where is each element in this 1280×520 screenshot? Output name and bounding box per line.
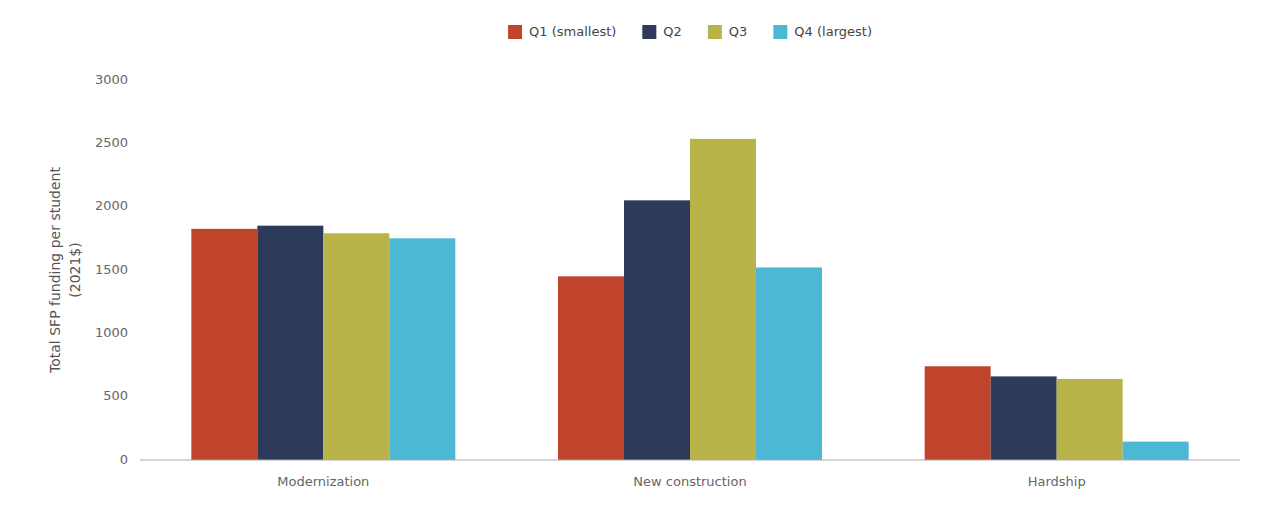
bar-series <box>257 200 1056 460</box>
bar-series <box>389 238 1188 460</box>
bar <box>323 233 389 460</box>
legend-item: Q3 <box>708 24 748 40</box>
legend-item: Q2 <box>642 24 682 40</box>
legend-label: Q1 (smallest) <box>529 24 616 39</box>
bar <box>558 276 624 460</box>
bar <box>1057 379 1123 460</box>
bar <box>690 139 756 460</box>
x-tick-label: Modernization <box>277 474 369 489</box>
legend-item: Q4 (largest) <box>773 24 872 40</box>
y-tick-label: 1000 <box>95 325 128 340</box>
bar <box>991 376 1057 460</box>
y-axis-label: Total SFP funding per student(2021$) <box>47 167 83 374</box>
legend-label: Q2 <box>663 24 682 39</box>
bar <box>191 229 257 460</box>
legend-label: Q4 (largest) <box>794 24 872 39</box>
y-axis: 0 500 1000 1500 2000 2500 3000 <box>95 72 128 467</box>
chart-container: 0 500 1000 1500 2000 2500 3000 Total SFP fundin… <box>0 0 1280 520</box>
y-axis-label-line: Total SFP funding per student <box>47 167 63 374</box>
y-axis-label-line: (2021$) <box>67 242 83 297</box>
y-tick-label: 3000 <box>95 72 128 87</box>
legend-swatch <box>642 25 656 39</box>
legend-swatch <box>708 25 722 39</box>
bar <box>257 226 323 460</box>
legend: Q1 (smallest) Q2 Q3 Q4 (largest) <box>508 24 872 40</box>
x-tick-label: Hardship <box>1028 474 1086 489</box>
y-tick-label: 2500 <box>95 135 128 150</box>
bar <box>1123 442 1189 460</box>
x-tick-label: New construction <box>633 474 746 489</box>
bar-series <box>323 139 1122 460</box>
y-tick-label: 0 <box>120 452 128 467</box>
bar <box>925 366 991 460</box>
y-tick-label: 500 <box>103 388 128 403</box>
bar <box>756 267 822 460</box>
legend-label: Q3 <box>729 24 748 39</box>
legend-item: Q1 (smallest) <box>508 24 616 40</box>
bar <box>624 200 690 460</box>
chart: 0 500 1000 1500 2000 2500 3000 Total SFP fundin… <box>0 0 1280 520</box>
x-axis-line <box>140 460 1240 461</box>
bar <box>389 238 455 460</box>
legend-swatch <box>773 25 787 39</box>
y-tick-label: 1500 <box>95 262 128 277</box>
x-axis: Modernization New construction Hardship <box>140 460 1240 489</box>
legend-swatch <box>508 25 522 39</box>
bars <box>191 139 1188 460</box>
y-tick-label: 2000 <box>95 198 128 213</box>
